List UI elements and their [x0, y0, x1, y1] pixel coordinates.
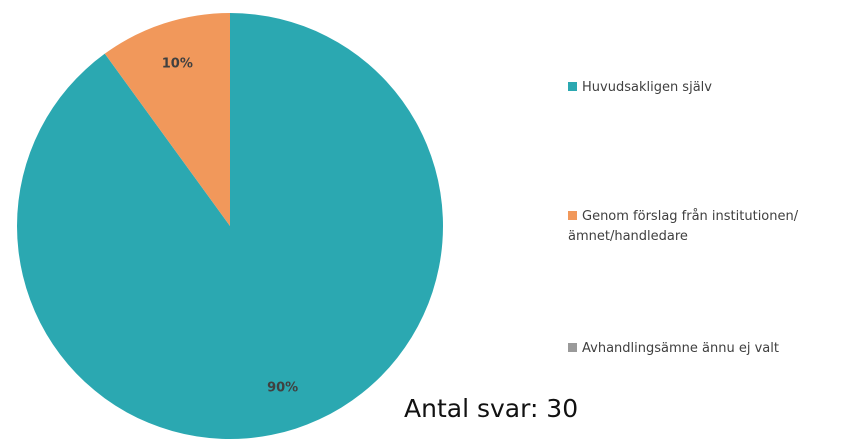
pie-slice — [16, 13, 443, 440]
legend-swatch — [568, 343, 577, 352]
legend-label: Huvudsakligen själv — [582, 80, 712, 95]
pie-slice — [104, 13, 230, 226]
legend-entry: Avhandlingsämne ännu ej valt — [568, 339, 838, 359]
annotation: Antal svar: 30 — [404, 394, 579, 423]
legend-label: Genom förslag från institutionen/ämnet/h… — [568, 209, 799, 244]
legend-swatch — [568, 211, 577, 220]
legend-entry: Genom förslag från institutionen/ämnet/h… — [568, 207, 838, 247]
legend-label: Avhandlingsämne ännu ej valt — [582, 341, 779, 356]
data-label: 90% — [267, 381, 298, 396]
legend-swatch — [568, 82, 577, 91]
legend-entry: Huvudsakligen själv — [568, 78, 838, 98]
data-label: 10% — [162, 56, 193, 71]
